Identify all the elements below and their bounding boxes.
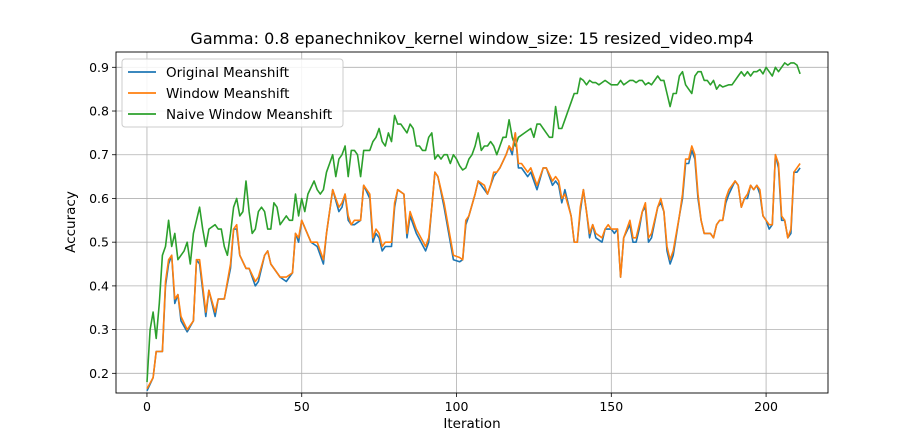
- legend-label-window-meanshift: Window Meanshift: [166, 86, 289, 102]
- x-tick-label: 100: [445, 399, 469, 414]
- series-line-window-meanshift: [146, 132, 801, 389]
- series-lines: [146, 62, 801, 392]
- y-tick-label: 0.7: [89, 147, 109, 162]
- x-tick-label: 50: [294, 399, 310, 414]
- axis-ticks: 0 50 100 150 200 0.2 0.3 0.4 0.5 0.6 0.7 0.8 0.9: [89, 60, 778, 414]
- x-tick-label: 150: [599, 399, 623, 414]
- x-tick-label: 0: [143, 399, 151, 414]
- x-axis-label: Iteration: [443, 416, 500, 432]
- plot-area-frame: [115, 51, 829, 394]
- y-tick-label: 0.5: [89, 235, 109, 250]
- legend-label-naive-window-meanshift: Naive Window Meanshift: [166, 107, 332, 123]
- y-axis-label: Accuracy: [63, 191, 79, 253]
- series-line-naive-window-meanshift: [146, 62, 801, 383]
- y-tick-label: 0.2: [89, 366, 109, 381]
- y-tick-label: 0.8: [89, 104, 109, 119]
- legend-box: [121, 58, 344, 128]
- y-tick-label: 0.3: [89, 322, 109, 337]
- y-tick-label: 0.9: [89, 60, 109, 75]
- chart-legend: Original Meanshift Window Meanshift Naive …: [121, 58, 344, 128]
- legend-label-original-meanshift: Original Meanshift: [166, 65, 289, 81]
- x-tick-label: 200: [754, 399, 778, 414]
- y-tick-label: 0.4: [89, 278, 109, 293]
- y-tick-label: 0.6: [89, 191, 109, 206]
- chart-title: Gamma: 0.8 epanechnikov_kernel window_si…: [190, 29, 753, 49]
